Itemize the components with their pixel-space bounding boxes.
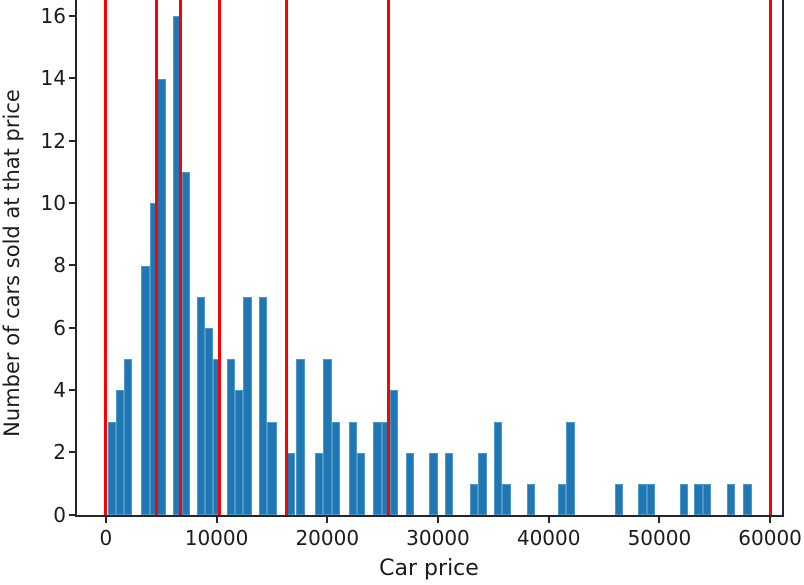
price-quantile-line bbox=[154, 0, 158, 515]
histogram-bar bbox=[331, 421, 340, 515]
histogram-bar bbox=[694, 483, 704, 515]
histogram-bar bbox=[226, 359, 235, 515]
histogram-bar bbox=[267, 421, 277, 515]
y-tick-mark bbox=[69, 14, 76, 17]
x-axis-title: Car price bbox=[379, 556, 479, 581]
histogram-bar bbox=[558, 483, 567, 515]
histogram-bar bbox=[429, 452, 438, 515]
histogram-bar bbox=[680, 483, 689, 515]
x-tick-label: 60000 bbox=[738, 526, 802, 550]
y-tick-mark bbox=[69, 513, 76, 516]
right-spine bbox=[782, 0, 784, 517]
histogram-bar bbox=[389, 390, 398, 515]
x-tick-mark bbox=[215, 517, 218, 523]
y-tick-label: 8 bbox=[53, 253, 66, 278]
histogram-bar bbox=[157, 78, 166, 515]
histogram-bar bbox=[258, 296, 268, 515]
histogram-bar bbox=[348, 421, 357, 515]
y-tick-mark bbox=[69, 139, 76, 142]
x-tick-label: 10000 bbox=[184, 526, 249, 550]
x-tick-mark bbox=[658, 517, 661, 523]
price-quantile-line bbox=[284, 0, 288, 515]
histogram-bar bbox=[124, 359, 133, 515]
histogram-bar bbox=[243, 296, 252, 515]
histogram-bar bbox=[470, 483, 479, 515]
histogram-bar bbox=[107, 421, 116, 515]
x-tick-mark bbox=[326, 517, 329, 523]
histogram-bar bbox=[323, 359, 332, 515]
histogram-bar bbox=[205, 328, 214, 515]
y-tick-mark bbox=[69, 326, 76, 329]
histogram-bar bbox=[287, 452, 296, 515]
histogram-bar bbox=[315, 452, 324, 515]
y-tick-label: 6 bbox=[53, 315, 66, 340]
x-tick-label: 0 bbox=[99, 526, 113, 550]
histogram-bar bbox=[405, 452, 415, 515]
x-tick-mark bbox=[104, 517, 107, 523]
histogram-bar bbox=[615, 483, 624, 515]
histogram-bar bbox=[445, 452, 454, 515]
histogram-bar bbox=[373, 421, 382, 515]
y-tick-label: 4 bbox=[53, 377, 66, 402]
y-tick-label: 12 bbox=[40, 128, 66, 153]
histogram-bar bbox=[502, 483, 511, 515]
histogram-bar bbox=[140, 265, 150, 515]
y-tick-mark bbox=[69, 77, 76, 80]
price-quantile-line bbox=[218, 0, 222, 515]
histogram-bar bbox=[181, 172, 190, 515]
x-tick-label: 50000 bbox=[627, 526, 692, 550]
y-tick-label: 10 bbox=[40, 190, 66, 215]
histogram-bar bbox=[478, 452, 487, 515]
price-quantile-line bbox=[387, 0, 390, 515]
histogram-bar bbox=[526, 483, 536, 515]
y-tick-mark bbox=[69, 264, 76, 267]
x-tick-label: 20000 bbox=[295, 526, 360, 550]
histogram-bar bbox=[566, 421, 575, 515]
y-tick-label: 0 bbox=[53, 502, 66, 527]
histogram-bar bbox=[726, 483, 736, 515]
price-quantile-line bbox=[768, 0, 772, 515]
y-tick-label: 14 bbox=[40, 66, 66, 91]
histogram-bar bbox=[494, 421, 503, 515]
y-tick-mark bbox=[69, 201, 76, 204]
x-tick-mark bbox=[769, 517, 772, 523]
y-tick-label: 2 bbox=[53, 440, 66, 465]
x-tick-label: 40000 bbox=[516, 526, 581, 550]
bottom-spine bbox=[75, 515, 784, 517]
y-tick-label: 16 bbox=[40, 3, 66, 28]
x-tick-mark bbox=[436, 517, 439, 523]
price-quantile-line bbox=[104, 0, 108, 515]
histogram-bar bbox=[115, 390, 125, 515]
histogram-bar bbox=[196, 296, 205, 515]
histogram-bar bbox=[638, 483, 647, 515]
y-tick-mark bbox=[69, 388, 76, 391]
histogram-bar bbox=[743, 483, 752, 515]
histogram-bar bbox=[357, 452, 366, 515]
x-tick-mark bbox=[547, 517, 550, 523]
histogram-bar bbox=[703, 483, 712, 515]
histogram-bar bbox=[646, 483, 656, 515]
x-tick-label: 30000 bbox=[406, 526, 470, 550]
histogram-bar bbox=[235, 390, 244, 515]
histogram-bar bbox=[295, 359, 305, 515]
price-quantile-line bbox=[179, 0, 183, 515]
left-spine bbox=[75, 0, 77, 517]
y-tick-mark bbox=[69, 451, 76, 454]
